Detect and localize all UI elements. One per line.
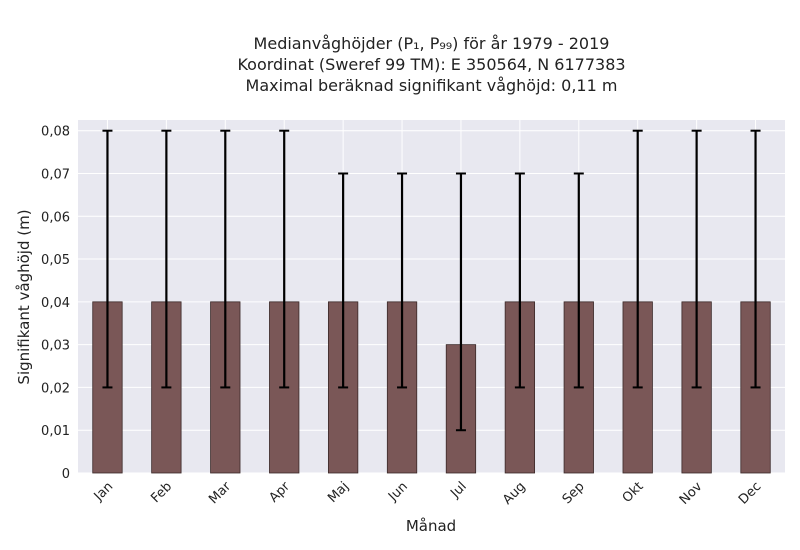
- x-axis-label: Månad: [406, 517, 456, 535]
- x-tick-label: Maj: [325, 479, 352, 506]
- y-tick-label: 0,01: [41, 424, 70, 439]
- chart-title-line-1: Medianvåghöjder (P₁, P₉₉) för år 1979 - …: [253, 34, 610, 53]
- y-axis-label: Signifikant våghöjd (m): [15, 209, 33, 384]
- chart-title: Medianvåghöjder (P₁, P₉₉) för år 1979 - …: [78, 33, 785, 96]
- x-tick-label: Apr: [267, 479, 294, 506]
- x-tick-label: Jun: [385, 479, 411, 505]
- y-tick-label: 0,08: [41, 125, 70, 140]
- y-tick-label: 0,04: [41, 296, 70, 311]
- x-tick-label: Nov: [677, 479, 706, 508]
- error-bars: [102, 129, 761, 432]
- x-tick-label: Feb: [148, 479, 175, 506]
- x-tick-label: Okt: [620, 479, 647, 506]
- x-tick-label: Jan: [91, 479, 116, 504]
- y-tick-label: 0,03: [41, 339, 70, 354]
- plot-background: [78, 120, 785, 473]
- x-tick-label: Jul: [447, 479, 469, 501]
- x-tick-label: Aug: [500, 479, 529, 508]
- x-tick-label: Sep: [560, 479, 588, 507]
- chart-title-line-3: Maximal beräknad signifikant våghöjd: 0,…: [245, 76, 618, 95]
- y-tick-label: 0,02: [41, 381, 70, 396]
- x-tick-label: Mar: [206, 479, 234, 507]
- x-tick-label: Dec: [736, 479, 764, 507]
- y-tick-label: 0,05: [41, 253, 70, 268]
- y-tick-label: 0,06: [41, 210, 70, 225]
- y-tick-label: 0,07: [41, 167, 70, 182]
- y-axis-ticks: 0 0,01 0,02 0,03 0,04 0,05 0,06 0,07 0,08: [41, 125, 70, 482]
- x-axis-ticks: Jan Feb Mar Apr Maj Jun Jul Aug Sep Okt Nov Dec: [91, 479, 765, 508]
- y-tick-label: 0: [62, 467, 70, 482]
- chart-title-line-2: Koordinat (Sweref 99 TM): E 350564, N 61…: [237, 55, 626, 74]
